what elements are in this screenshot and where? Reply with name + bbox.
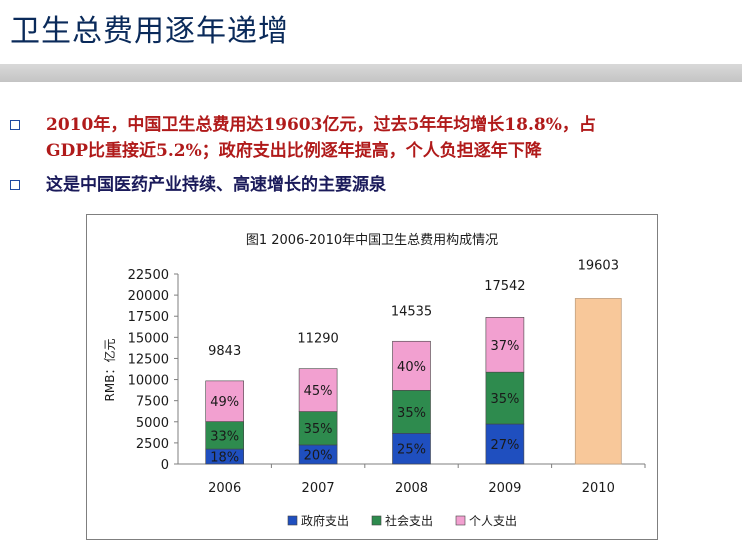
bar-total-label: 11290 (297, 332, 338, 347)
bullet-square-icon (10, 120, 20, 130)
bar-total-label: 9843 (208, 344, 241, 359)
y-tick-label: 22500 (128, 268, 169, 283)
bar-total-2010 (574, 298, 622, 465)
y-tick-label: 2500 (136, 437, 169, 452)
chart-frame (86, 214, 658, 540)
legend-label: 政府支出 (301, 513, 349, 528)
chart-bars: 18% 33% 49% 9843 20% 35% 45% 11290 25% 35% 40% 1453… (205, 258, 622, 466)
bar-segment-personal (392, 340, 431, 391)
slide-title: 卫生总费用逐年递增 (10, 14, 289, 49)
y-tick-label: 17500 (128, 310, 169, 325)
bar-segment-gov (392, 433, 431, 465)
y-tick-label: 12500 (128, 352, 169, 367)
bar-segment-personal (485, 317, 525, 373)
x-tick-label: 2007 (302, 481, 335, 496)
x-tick-label: 2009 (488, 481, 521, 496)
bar-segment-social (485, 371, 525, 425)
bar-total-label: 17542 (484, 279, 525, 294)
bullet-text-1: 2010年，中国卫生总费用达19603亿元，过去5年年均增长18.8%，占 GD… (46, 112, 596, 164)
bullet-text-2: 这是中国医药产业持续、高速增长的主要源泉 (46, 175, 386, 195)
segment-percent-label: 27% (490, 438, 519, 453)
legend-swatch (371, 515, 382, 526)
y-tick-label: 10000 (128, 374, 169, 389)
segment-percent-label: 20% (304, 448, 333, 463)
x-tick-label: 2008 (395, 481, 428, 496)
bar-segment-personal (205, 380, 244, 422)
legend-swatch (287, 515, 298, 526)
bar-segment-social (205, 421, 244, 450)
segment-percent-label: 45% (304, 384, 333, 399)
segment-percent-label: 37% (490, 339, 519, 354)
segment-percent-label: 33% (210, 429, 239, 444)
segment-percent-label: 35% (397, 406, 426, 421)
chart-legend: 政府支出 社会支出 个人支出 (287, 513, 517, 528)
bar-segment-gov (485, 423, 525, 465)
x-tick-label: 2010 (582, 481, 615, 496)
bar-total-label: 14535 (391, 304, 432, 319)
bar-total-label: 19603 (578, 258, 619, 273)
title-divider-band (0, 64, 742, 82)
segment-percent-label: 35% (490, 392, 519, 407)
y-tick-label: 20000 (128, 289, 169, 304)
segment-percent-label: 25% (397, 443, 426, 458)
legend-label: 个人支出 (469, 514, 517, 528)
segment-percent-label: 35% (304, 422, 333, 437)
y-axis-label: RMB：亿元 (102, 339, 117, 402)
y-tick-label: 5000 (136, 416, 169, 431)
chart-axes: 0 2500 5000 7500 10000 12500 15000 17500 20000 22… (128, 268, 646, 496)
bar-segment-social (298, 411, 338, 446)
y-tick-label: 15000 (128, 331, 169, 346)
segment-percent-label: 18% (210, 451, 239, 466)
bar-segment-personal (298, 368, 338, 412)
bullet-1-line-1: 2010年，中国卫生总费用达19603亿元，过去5年年均增长18.8%，占 (46, 115, 596, 135)
bullet-square-icon (10, 180, 20, 190)
x-tick-label: 2006 (208, 481, 241, 496)
segment-percent-label: 49% (210, 395, 239, 410)
chart-title: 图1 2006-2010年中国卫生总费用构成情况 (246, 233, 498, 248)
bar-segment-social (392, 390, 431, 434)
segment-percent-label: 40% (397, 360, 426, 375)
y-tick-label: 0 (161, 458, 169, 473)
legend-label: 社会支出 (385, 513, 433, 528)
bullet-1-line-2: GDP比重接近5.2%；政府支出比例逐年提高，个人负担逐年下降 (46, 141, 542, 161)
y-tick-label: 7500 (136, 395, 169, 410)
legend-swatch (455, 515, 466, 526)
